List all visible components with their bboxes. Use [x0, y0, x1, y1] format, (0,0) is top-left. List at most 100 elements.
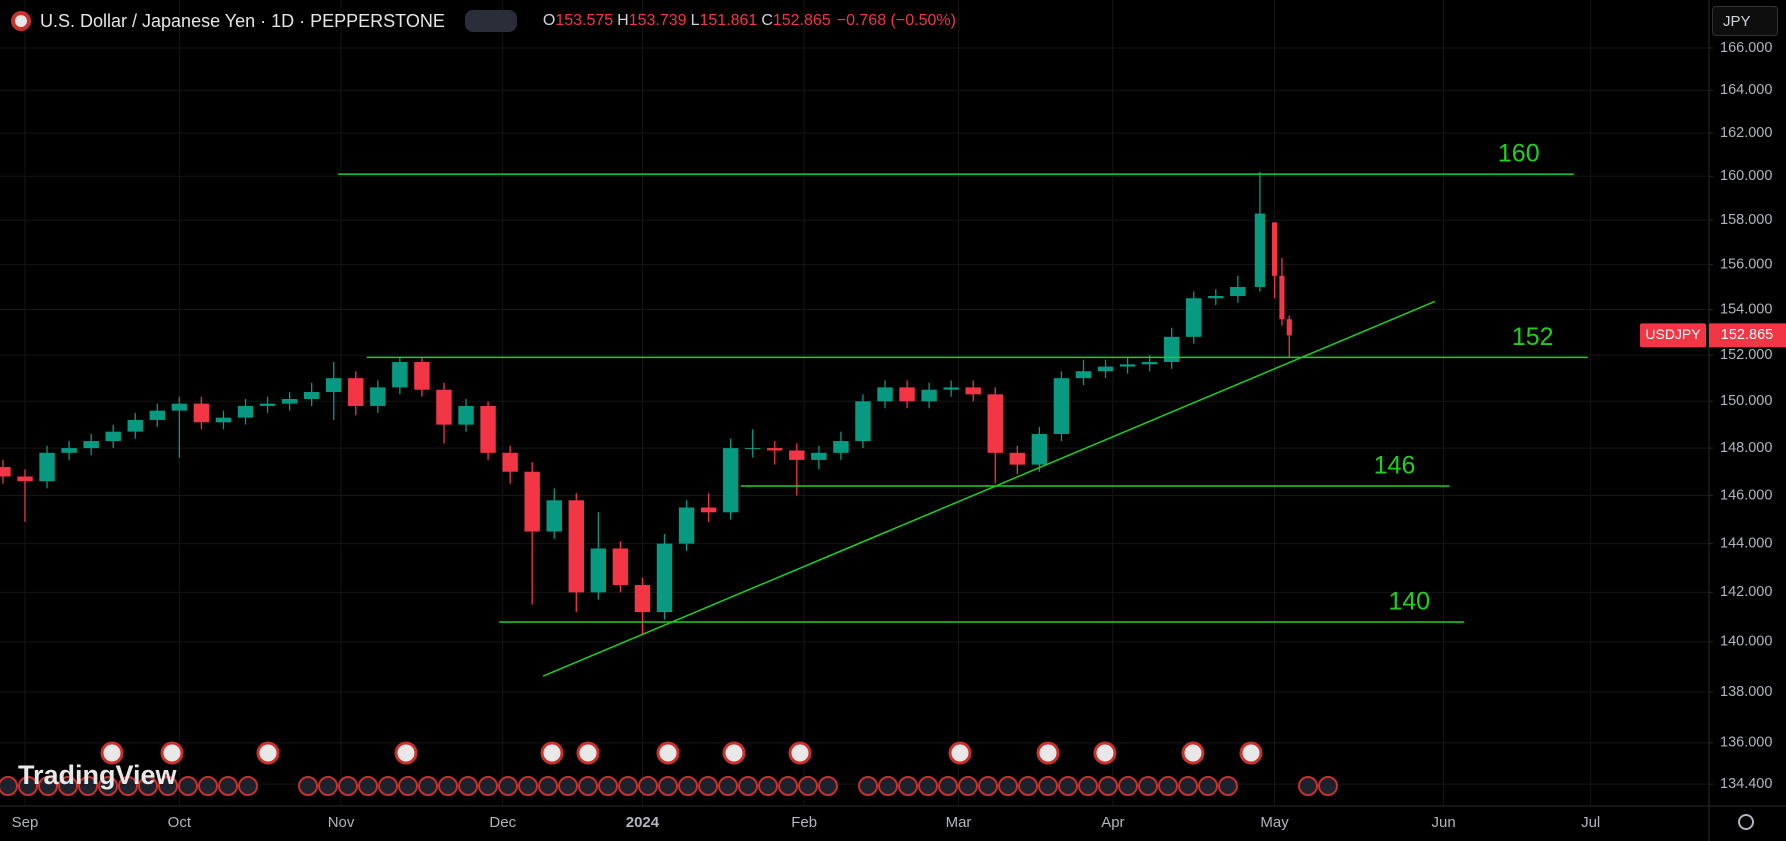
event-icon — [698, 776, 718, 796]
event-icon — [1098, 776, 1118, 796]
event-icon — [818, 776, 838, 796]
candle-body — [348, 378, 364, 406]
candle-body — [370, 387, 386, 406]
event-icon — [1158, 776, 1178, 796]
event-icon — [298, 776, 318, 796]
event-icon — [578, 776, 598, 796]
ohlc-value: 153.739 — [628, 12, 687, 29]
event-icon — [576, 741, 600, 765]
candle-body — [1141, 362, 1158, 365]
event-icon — [948, 741, 972, 765]
price-tag-name: USDJPY — [1645, 326, 1701, 342]
candle-body — [1254, 213, 1266, 287]
event-icon — [78, 776, 98, 796]
event-icon — [1298, 776, 1318, 796]
candle-body — [700, 507, 717, 513]
trend-line — [542, 300, 1436, 677]
y-tick-label: 152.000 — [1720, 347, 1772, 363]
event-icon — [58, 776, 78, 796]
x-tick-label: Nov — [328, 814, 355, 831]
event-icon — [638, 776, 658, 796]
event-icon — [656, 741, 680, 765]
event-icon — [478, 776, 498, 796]
ohlc-value: 153.575 — [555, 12, 614, 29]
event-icon — [758, 776, 778, 796]
event-icon — [1239, 741, 1263, 765]
candle-body — [458, 405, 474, 425]
event-icon — [1058, 776, 1078, 796]
candle-body — [17, 476, 33, 482]
x-tick-label: Mar — [946, 814, 972, 831]
candle-body — [524, 471, 540, 532]
event-icon — [1118, 776, 1138, 796]
y-tick-label: 156.000 — [1720, 256, 1772, 272]
event-icon — [0, 776, 18, 796]
price-tag-name-bg — [1640, 323, 1706, 348]
events-row — [0, 741, 1338, 796]
event-icon — [778, 776, 798, 796]
y-tick-label: 150.000 — [1720, 393, 1772, 409]
event-icon — [498, 776, 518, 796]
event-icon — [1036, 741, 1060, 765]
watermark: TradingView — [18, 760, 177, 790]
candle-body — [855, 401, 871, 442]
event-icon — [1093, 741, 1117, 765]
candle-body — [965, 387, 981, 395]
level-label: 140 — [1388, 588, 1430, 616]
axes: 134.400 136.000 138.000 140.000 142.000 144.0… — [12, 40, 1786, 831]
ohlc-key: C — [761, 12, 773, 29]
candle-body — [303, 392, 320, 399]
candle-body — [83, 441, 99, 449]
settings-icon[interactable] — [1738, 814, 1754, 830]
event-icon — [538, 776, 558, 796]
event-icon — [788, 741, 812, 765]
x-tick-label: Feb — [791, 814, 817, 831]
event-icon — [160, 741, 184, 765]
x-tick-label: Apr — [1101, 814, 1124, 831]
candle-body — [193, 403, 210, 423]
y-tick-label: 166.000 — [1720, 40, 1772, 56]
event-icon — [918, 776, 938, 796]
x-tick-label: May — [1260, 814, 1289, 831]
candle-body — [259, 403, 276, 406]
currency-select[interactable]: JPY — [1712, 6, 1778, 36]
candle-body — [568, 500, 585, 593]
candle-body — [436, 389, 452, 425]
candle-body — [414, 362, 430, 390]
symbol-title[interactable]: U.S. Dollar / Japanese Yen · 1D · PEPPER… — [40, 10, 445, 31]
event-icon — [558, 776, 578, 796]
candle-body — [1031, 433, 1048, 465]
candle-body — [987, 394, 1003, 453]
candle-body — [1075, 371, 1092, 379]
candle-body — [612, 548, 629, 586]
event-icon — [378, 776, 398, 796]
event-icon — [358, 776, 378, 796]
event-icon — [1038, 776, 1058, 796]
candle-body — [39, 452, 55, 482]
y-tick-label: 154.000 — [1720, 301, 1772, 317]
candle-body — [480, 405, 496, 453]
level-label: 152 — [1512, 323, 1554, 351]
candle-body — [744, 448, 761, 450]
event-icon — [98, 776, 118, 796]
indicator-toggle[interactable] — [464, 10, 517, 32]
candle-body — [1286, 319, 1292, 336]
candle-body — [899, 387, 915, 402]
ohlc-key: H — [617, 12, 629, 29]
event-icon — [418, 776, 438, 796]
candle-body — [1272, 222, 1278, 276]
event-icon — [118, 776, 138, 796]
y-tick-label: 144.000 — [1720, 535, 1772, 551]
event-icon — [318, 776, 338, 796]
candle-body — [281, 398, 298, 404]
candle-body — [1230, 286, 1246, 297]
x-tick-label: Sep — [12, 814, 39, 831]
candle-body — [722, 448, 739, 513]
candle-body — [149, 410, 166, 420]
event-icon — [722, 741, 746, 765]
x-tick-label: Jun — [1432, 814, 1456, 831]
candle-body — [1053, 378, 1070, 434]
y-tick-label: 162.000 — [1720, 125, 1772, 141]
x-tick-label: Jul — [1581, 814, 1600, 831]
